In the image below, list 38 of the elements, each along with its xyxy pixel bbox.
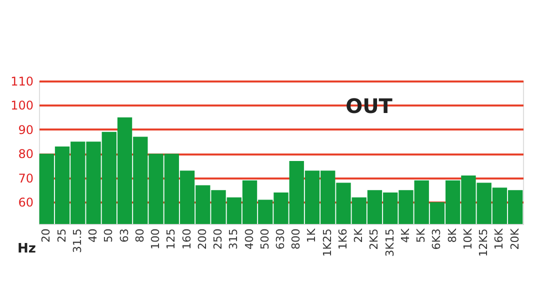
x-tick-label: 125 xyxy=(164,228,178,250)
x-tick-label: 250 xyxy=(212,228,225,250)
x-tick-label: 400 xyxy=(242,228,256,250)
x-tick-label: 5K xyxy=(414,228,428,243)
y-tick-label: 90 xyxy=(18,122,34,137)
x-tick-label: 2K5 xyxy=(368,228,381,250)
x-tick-label: 40 xyxy=(86,228,100,242)
x-tick-label: 31.5 xyxy=(70,228,84,253)
x-tick-label: 6K3 xyxy=(430,228,444,250)
x-tick-label: 500 xyxy=(258,228,272,250)
x-tick-label: 25 xyxy=(55,228,68,242)
x-tick-label: 10K xyxy=(461,228,474,250)
x-tick-label: 1K6 xyxy=(336,228,350,250)
y-tick-label: 110 xyxy=(10,74,34,88)
x-tick-label: 100 xyxy=(149,228,162,250)
x-tick-label: 1K xyxy=(305,228,318,243)
y-tick-label: 80 xyxy=(18,147,34,162)
y-tick-label: 70 xyxy=(18,171,34,186)
x-axis-title: Hz xyxy=(18,242,36,256)
x-tick-label: 20K xyxy=(508,228,522,250)
y-tick-label: 100 xyxy=(10,98,34,113)
x-tick-label: 1K25 xyxy=(320,228,334,257)
x-tick-label: 2K xyxy=(352,228,366,243)
x-tick-label: 200 xyxy=(196,228,209,250)
x-tick-label: 63 xyxy=(118,228,131,242)
y-tick-label: 60 xyxy=(18,196,34,210)
x-tick-label: 8K xyxy=(446,228,459,243)
x-tick-label: 20 xyxy=(40,228,53,242)
x-tick-label: 4K xyxy=(398,228,412,243)
x-tick-label: 50 xyxy=(102,228,116,242)
x-tick-label: 315 xyxy=(227,228,240,250)
x-tick-label: 800 xyxy=(290,228,303,250)
x-tick-label: 16K xyxy=(492,228,506,250)
x-tick-label: 160 xyxy=(180,228,194,250)
x-tick-label: 80 xyxy=(133,228,146,242)
x-tick-label: 12K5 xyxy=(477,228,490,257)
x-tick-label: 630 xyxy=(274,228,287,250)
x-tick-label: 3K15 xyxy=(383,228,396,257)
